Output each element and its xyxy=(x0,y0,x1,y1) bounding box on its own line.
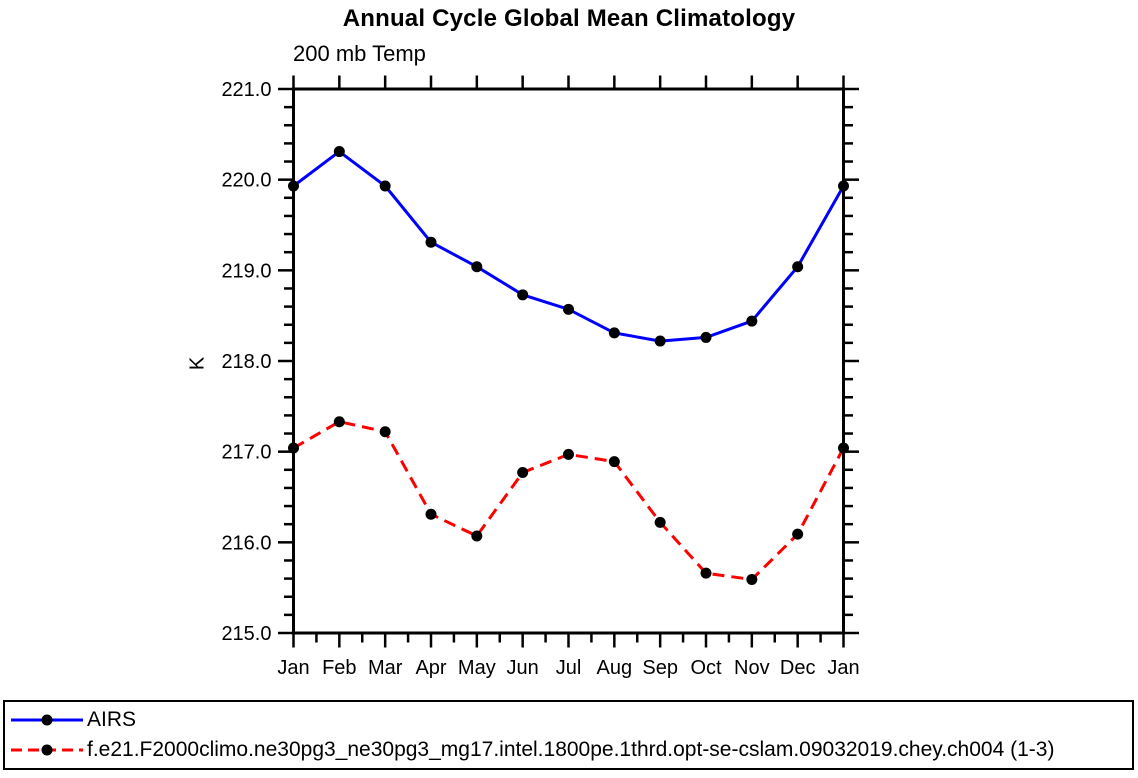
data-point xyxy=(792,261,804,273)
data-point xyxy=(563,448,574,460)
data-point xyxy=(746,574,758,586)
data-point xyxy=(517,467,529,479)
legend-item-airs: AIRS xyxy=(9,708,136,732)
legend: AIRS f.e21.F2000climo.ne30pg3_ne30pg3_mg… xyxy=(3,700,1134,770)
x-tick-label: Jul xyxy=(556,657,582,679)
data-point xyxy=(654,335,666,347)
y-tick-label: 221.0 xyxy=(221,79,271,101)
y-tick-label: 218.0 xyxy=(221,351,271,373)
legend-marker-icon xyxy=(41,714,53,726)
x-tick-label: Jan xyxy=(827,657,859,679)
data-point xyxy=(700,567,712,579)
y-tick-label: 217.0 xyxy=(221,442,271,464)
x-tick-label: Jun xyxy=(507,657,539,679)
data-point xyxy=(608,327,620,339)
chart-title: Annual Cycle Global Mean Climatology xyxy=(342,5,796,32)
data-point xyxy=(471,530,483,542)
x-tick-label: Oct xyxy=(690,657,722,679)
y-tick-label: 220.0 xyxy=(221,170,271,192)
data-point xyxy=(333,416,345,428)
data-point xyxy=(838,180,849,192)
x-tick-label: Nov xyxy=(734,657,770,679)
legend-label-airs: AIRS xyxy=(87,708,137,731)
legend-line-sample-airs xyxy=(11,714,83,726)
data-point xyxy=(379,180,391,192)
data-point xyxy=(746,315,758,327)
data-point xyxy=(333,146,345,158)
data-point xyxy=(425,236,437,248)
series-line-model xyxy=(292,420,845,581)
x-tick-label: Aug xyxy=(597,657,633,679)
legend-line-sample-model xyxy=(11,744,83,756)
data-point xyxy=(838,442,849,454)
x-tick-label: Apr xyxy=(415,657,446,679)
legend-marker-icon xyxy=(41,744,53,756)
line-chart-plot: 215.0 216.0 217.0 218.0 219.0 220.0 221.0 Jan Fe… xyxy=(221,75,860,679)
x-tick-label: May xyxy=(458,657,496,679)
data-point xyxy=(517,289,529,301)
x-tick-label: Feb xyxy=(322,657,356,679)
x-tick-label: Sep xyxy=(642,657,678,679)
data-point xyxy=(471,261,483,273)
data-point xyxy=(792,528,804,540)
plot-border xyxy=(292,87,845,635)
data-point xyxy=(700,331,712,343)
data-point xyxy=(379,426,391,438)
y-tick-label: 219.0 xyxy=(221,260,271,282)
y-tick-label: 215.0 xyxy=(221,623,271,645)
x-tick-label: Mar xyxy=(368,657,403,679)
y-tick-label: 216.0 xyxy=(221,532,271,554)
x-tick-label: Dec xyxy=(780,657,816,679)
data-point xyxy=(608,456,620,468)
x-tick-label: Jan xyxy=(277,657,309,679)
chart-subtitle: 200 mb Temp xyxy=(293,41,426,66)
legend-item-model: f.e21.F2000climo.ne30pg3_ne30pg3_mg17.in… xyxy=(9,738,1054,762)
data-point xyxy=(288,180,299,192)
data-point xyxy=(288,442,299,454)
legend-label-model: f.e21.F2000climo.ne30pg3_ne30pg3_mg17.in… xyxy=(87,738,1055,761)
data-point xyxy=(563,303,574,315)
data-point xyxy=(654,516,666,528)
data-point xyxy=(425,508,437,520)
